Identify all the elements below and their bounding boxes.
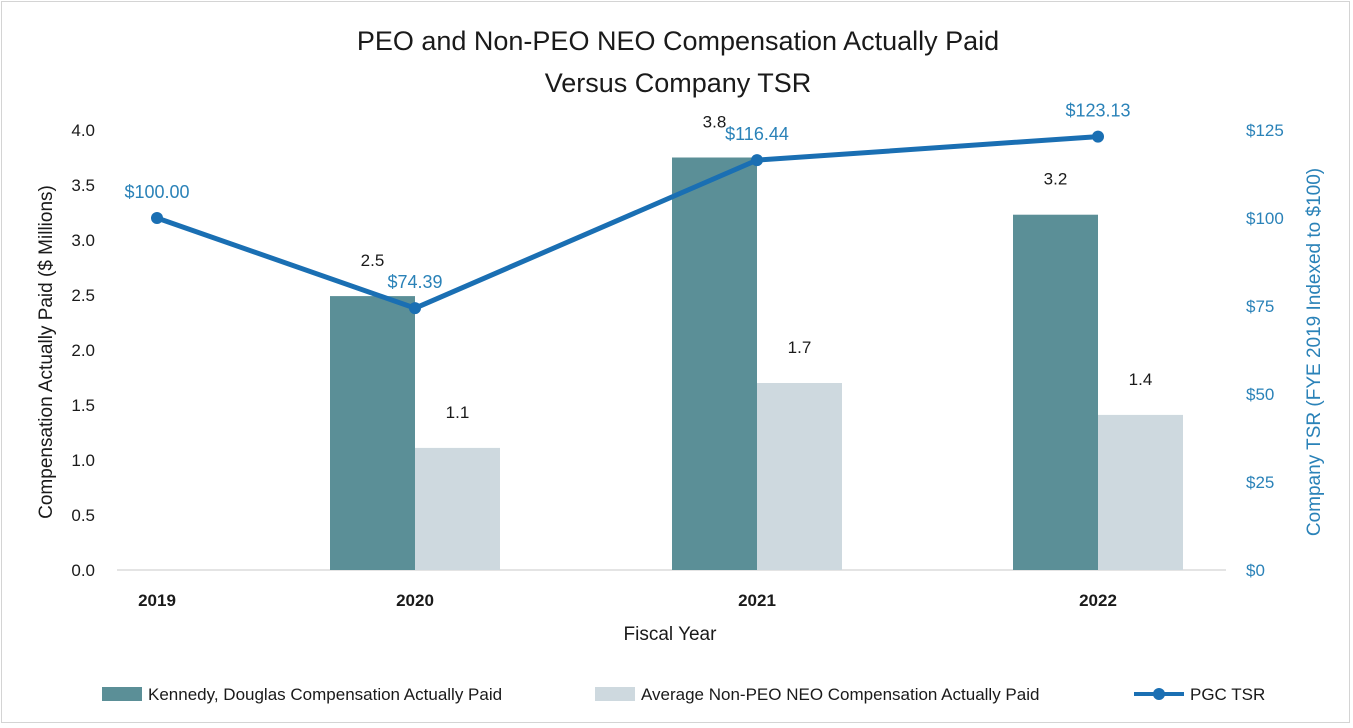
y-tick-label: 1.5 <box>71 396 95 415</box>
legend-swatch-tsr-marker <box>1153 688 1165 700</box>
bar <box>1013 214 1098 570</box>
tsr-data-label: $123.13 <box>1065 101 1130 121</box>
bar-data-label: 3.8 <box>703 113 727 132</box>
x-tick-label: 2022 <box>1079 591 1117 610</box>
x-tick-label: 2020 <box>396 591 434 610</box>
legend: Kennedy, Douglas Compensation Actually P… <box>102 685 1265 704</box>
y2-tick-label: $75 <box>1246 297 1274 316</box>
bar-data-label: 3.2 <box>1044 170 1068 189</box>
bar-data-label: 1.7 <box>788 338 812 357</box>
y-tick-label: 0.5 <box>71 506 95 525</box>
y2-tick-label: $50 <box>1246 385 1274 404</box>
tsr-series <box>151 130 1104 315</box>
bars <box>330 157 1183 570</box>
y-tick-label: 4.0 <box>71 121 95 140</box>
tsr-data-label: $116.44 <box>725 124 789 144</box>
x-tick-label: 2019 <box>138 591 176 610</box>
chart-title-line-1: PEO and Non-PEO NEO Compensation Actuall… <box>357 26 999 56</box>
y-tick-label: 3.0 <box>71 231 95 250</box>
tsr-line-path <box>156 134 1099 311</box>
y2-tick-label: $25 <box>1246 473 1274 492</box>
tsr-data-labels: $100.00 $74.39 $116.44 $123.13 <box>124 101 1130 293</box>
bar <box>330 296 415 570</box>
y-axis-title: Compensation Actually Paid ($ Millions) <box>36 185 57 519</box>
y-tick-label: 0.0 <box>71 561 95 580</box>
bar <box>757 383 842 570</box>
bar-data-label: 2.5 <box>361 251 385 270</box>
tsr-point <box>151 212 163 224</box>
legend-label-peo: Kennedy, Douglas Compensation Actually P… <box>148 685 502 704</box>
y-tick-label: 2.5 <box>71 286 95 305</box>
tsr-point <box>751 154 763 167</box>
y-tick-label: 3.5 <box>71 176 95 195</box>
y-tick-label: 1.0 <box>71 451 95 470</box>
x-tick-label: 2021 <box>738 591 776 610</box>
bar <box>672 157 757 570</box>
legend-swatch-non-peo <box>595 687 635 701</box>
legend-label-tsr: PGC TSR <box>1190 685 1265 704</box>
bar-data-label: 1.4 <box>1129 370 1153 389</box>
chart-title-line-2: Versus Company TSR <box>545 68 812 98</box>
y2-tick-label: $100 <box>1246 209 1284 228</box>
bar-data-labels: 2.5 3.8 3.2 1.1 1.7 1.4 <box>361 113 1153 422</box>
y2-tick-label: $0 <box>1246 561 1265 580</box>
tsr-point <box>409 302 421 315</box>
x-axis-ticks: 2019 2020 2021 2022 <box>138 591 1117 610</box>
tsr-data-label: $74.39 <box>387 272 442 292</box>
y-tick-label: 2.0 <box>71 341 95 360</box>
legend-label-non-peo: Average Non-PEO NEO Compensation Actuall… <box>641 685 1039 704</box>
tsr-point <box>1092 130 1104 143</box>
y2-axis-title: Company TSR (FYE 2019 Indexed to $100) <box>1304 168 1325 536</box>
tsr-data-label: $100.00 <box>124 182 189 202</box>
y2-tick-label: $125 <box>1246 121 1284 140</box>
bar-data-label: 1.1 <box>446 403 470 422</box>
x-axis-title: Fiscal Year <box>624 624 718 645</box>
bar <box>415 447 500 570</box>
y-axis-ticks: 0.0 0.5 1.0 1.5 2.0 2.5 3.0 3.5 4.0 <box>71 121 95 580</box>
bar <box>1098 414 1183 570</box>
y2-axis-ticks: $0 $25 $50 $75 $100 $125 <box>1246 121 1284 580</box>
legend-swatch-peo <box>102 687 142 701</box>
